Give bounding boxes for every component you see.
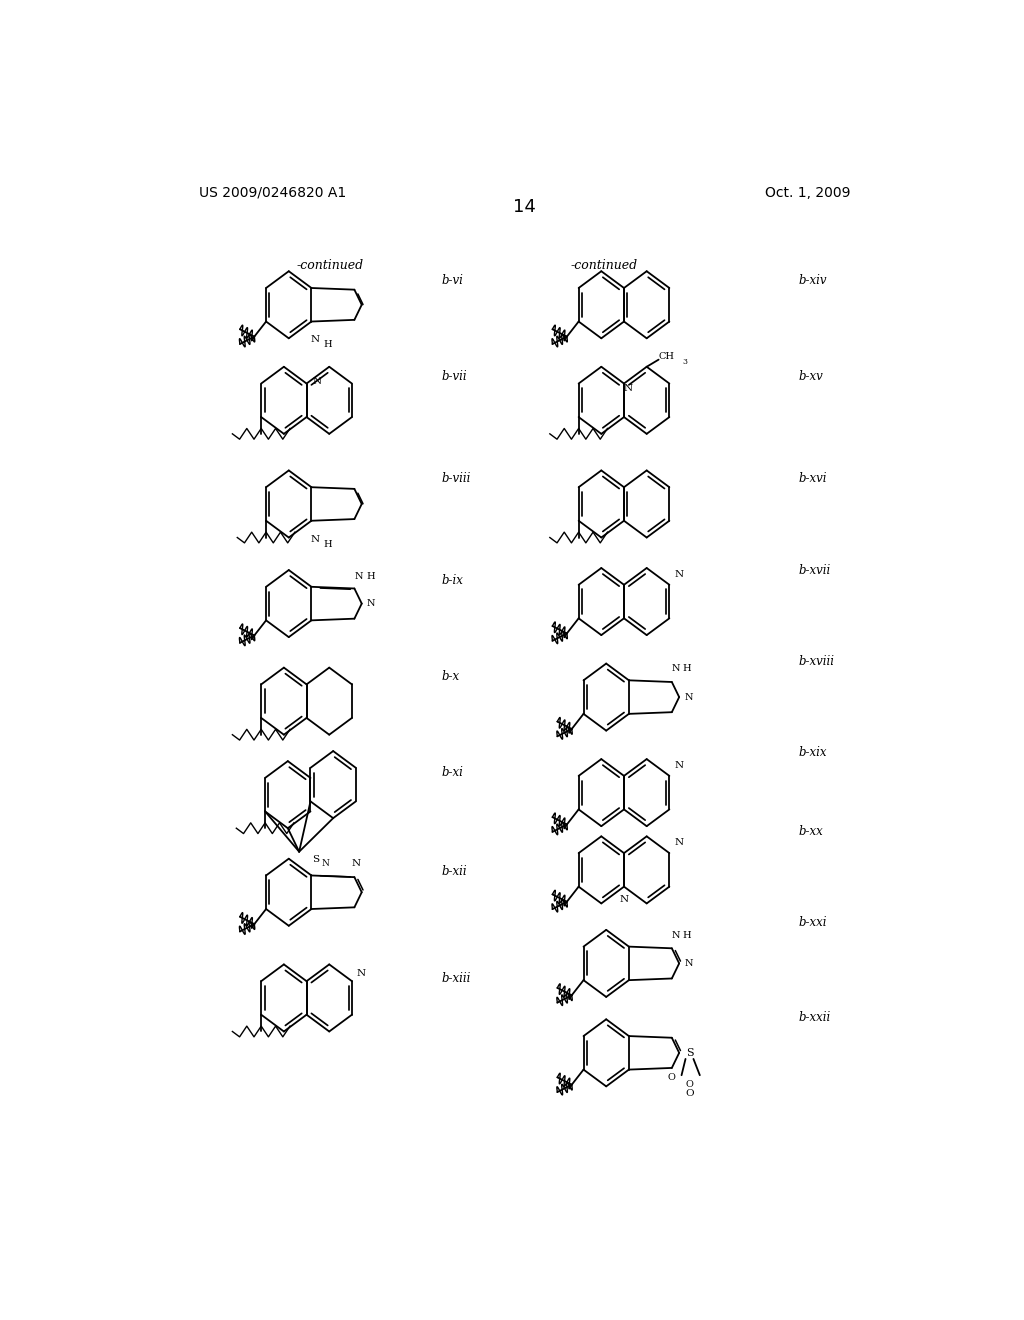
Text: N: N xyxy=(684,693,693,702)
Text: -continued: -continued xyxy=(570,259,638,272)
Text: N: N xyxy=(675,570,683,579)
Text: N: N xyxy=(684,958,693,968)
Text: N: N xyxy=(322,858,329,867)
Text: b-xiv: b-xiv xyxy=(799,273,827,286)
Text: H: H xyxy=(323,540,332,549)
Text: b-xv: b-xv xyxy=(799,371,823,383)
Text: b-xx: b-xx xyxy=(799,825,823,838)
Text: N: N xyxy=(311,535,319,544)
Text: N: N xyxy=(351,859,360,869)
Text: H: H xyxy=(683,931,691,940)
Text: b-xvi: b-xvi xyxy=(799,473,827,484)
Text: N: N xyxy=(624,384,633,393)
Text: b-xxi: b-xxi xyxy=(799,916,827,929)
Text: N: N xyxy=(367,599,376,609)
Text: N: N xyxy=(355,572,364,581)
Text: b-xviii: b-xviii xyxy=(799,655,835,668)
Text: 3: 3 xyxy=(682,358,687,366)
Text: H: H xyxy=(323,341,332,350)
Text: b-xix: b-xix xyxy=(799,747,827,759)
Text: b-vi: b-vi xyxy=(441,273,463,286)
Text: b-viii: b-viii xyxy=(441,473,471,484)
Text: N: N xyxy=(620,895,629,904)
Text: O: O xyxy=(685,1089,694,1098)
Text: N: N xyxy=(672,664,680,673)
Text: N: N xyxy=(311,335,319,345)
Text: N: N xyxy=(675,838,683,847)
Text: b-ix: b-ix xyxy=(441,574,463,586)
Text: b-xi: b-xi xyxy=(441,766,463,779)
Text: Oct. 1, 2009: Oct. 1, 2009 xyxy=(765,186,850,199)
Text: H: H xyxy=(366,572,375,581)
Text: O: O xyxy=(668,1073,675,1081)
Text: O: O xyxy=(685,1080,693,1089)
Text: H: H xyxy=(683,664,691,673)
Text: N: N xyxy=(357,969,366,978)
Text: S: S xyxy=(686,1048,693,1057)
Text: 14: 14 xyxy=(513,198,537,216)
Text: b-xii: b-xii xyxy=(441,866,467,878)
Text: b-xxii: b-xxii xyxy=(799,1011,830,1024)
Text: N: N xyxy=(672,931,680,940)
Text: b-xiii: b-xiii xyxy=(441,972,471,985)
Text: b-vii: b-vii xyxy=(441,371,467,383)
Text: b-x: b-x xyxy=(441,671,460,684)
Text: US 2009/0246820 A1: US 2009/0246820 A1 xyxy=(200,186,347,199)
Text: N: N xyxy=(675,762,683,770)
Text: S: S xyxy=(312,855,319,863)
Text: b-xvii: b-xvii xyxy=(799,564,830,577)
Text: -continued: -continued xyxy=(297,259,364,272)
Text: N: N xyxy=(312,378,322,385)
Text: CH: CH xyxy=(658,352,675,362)
